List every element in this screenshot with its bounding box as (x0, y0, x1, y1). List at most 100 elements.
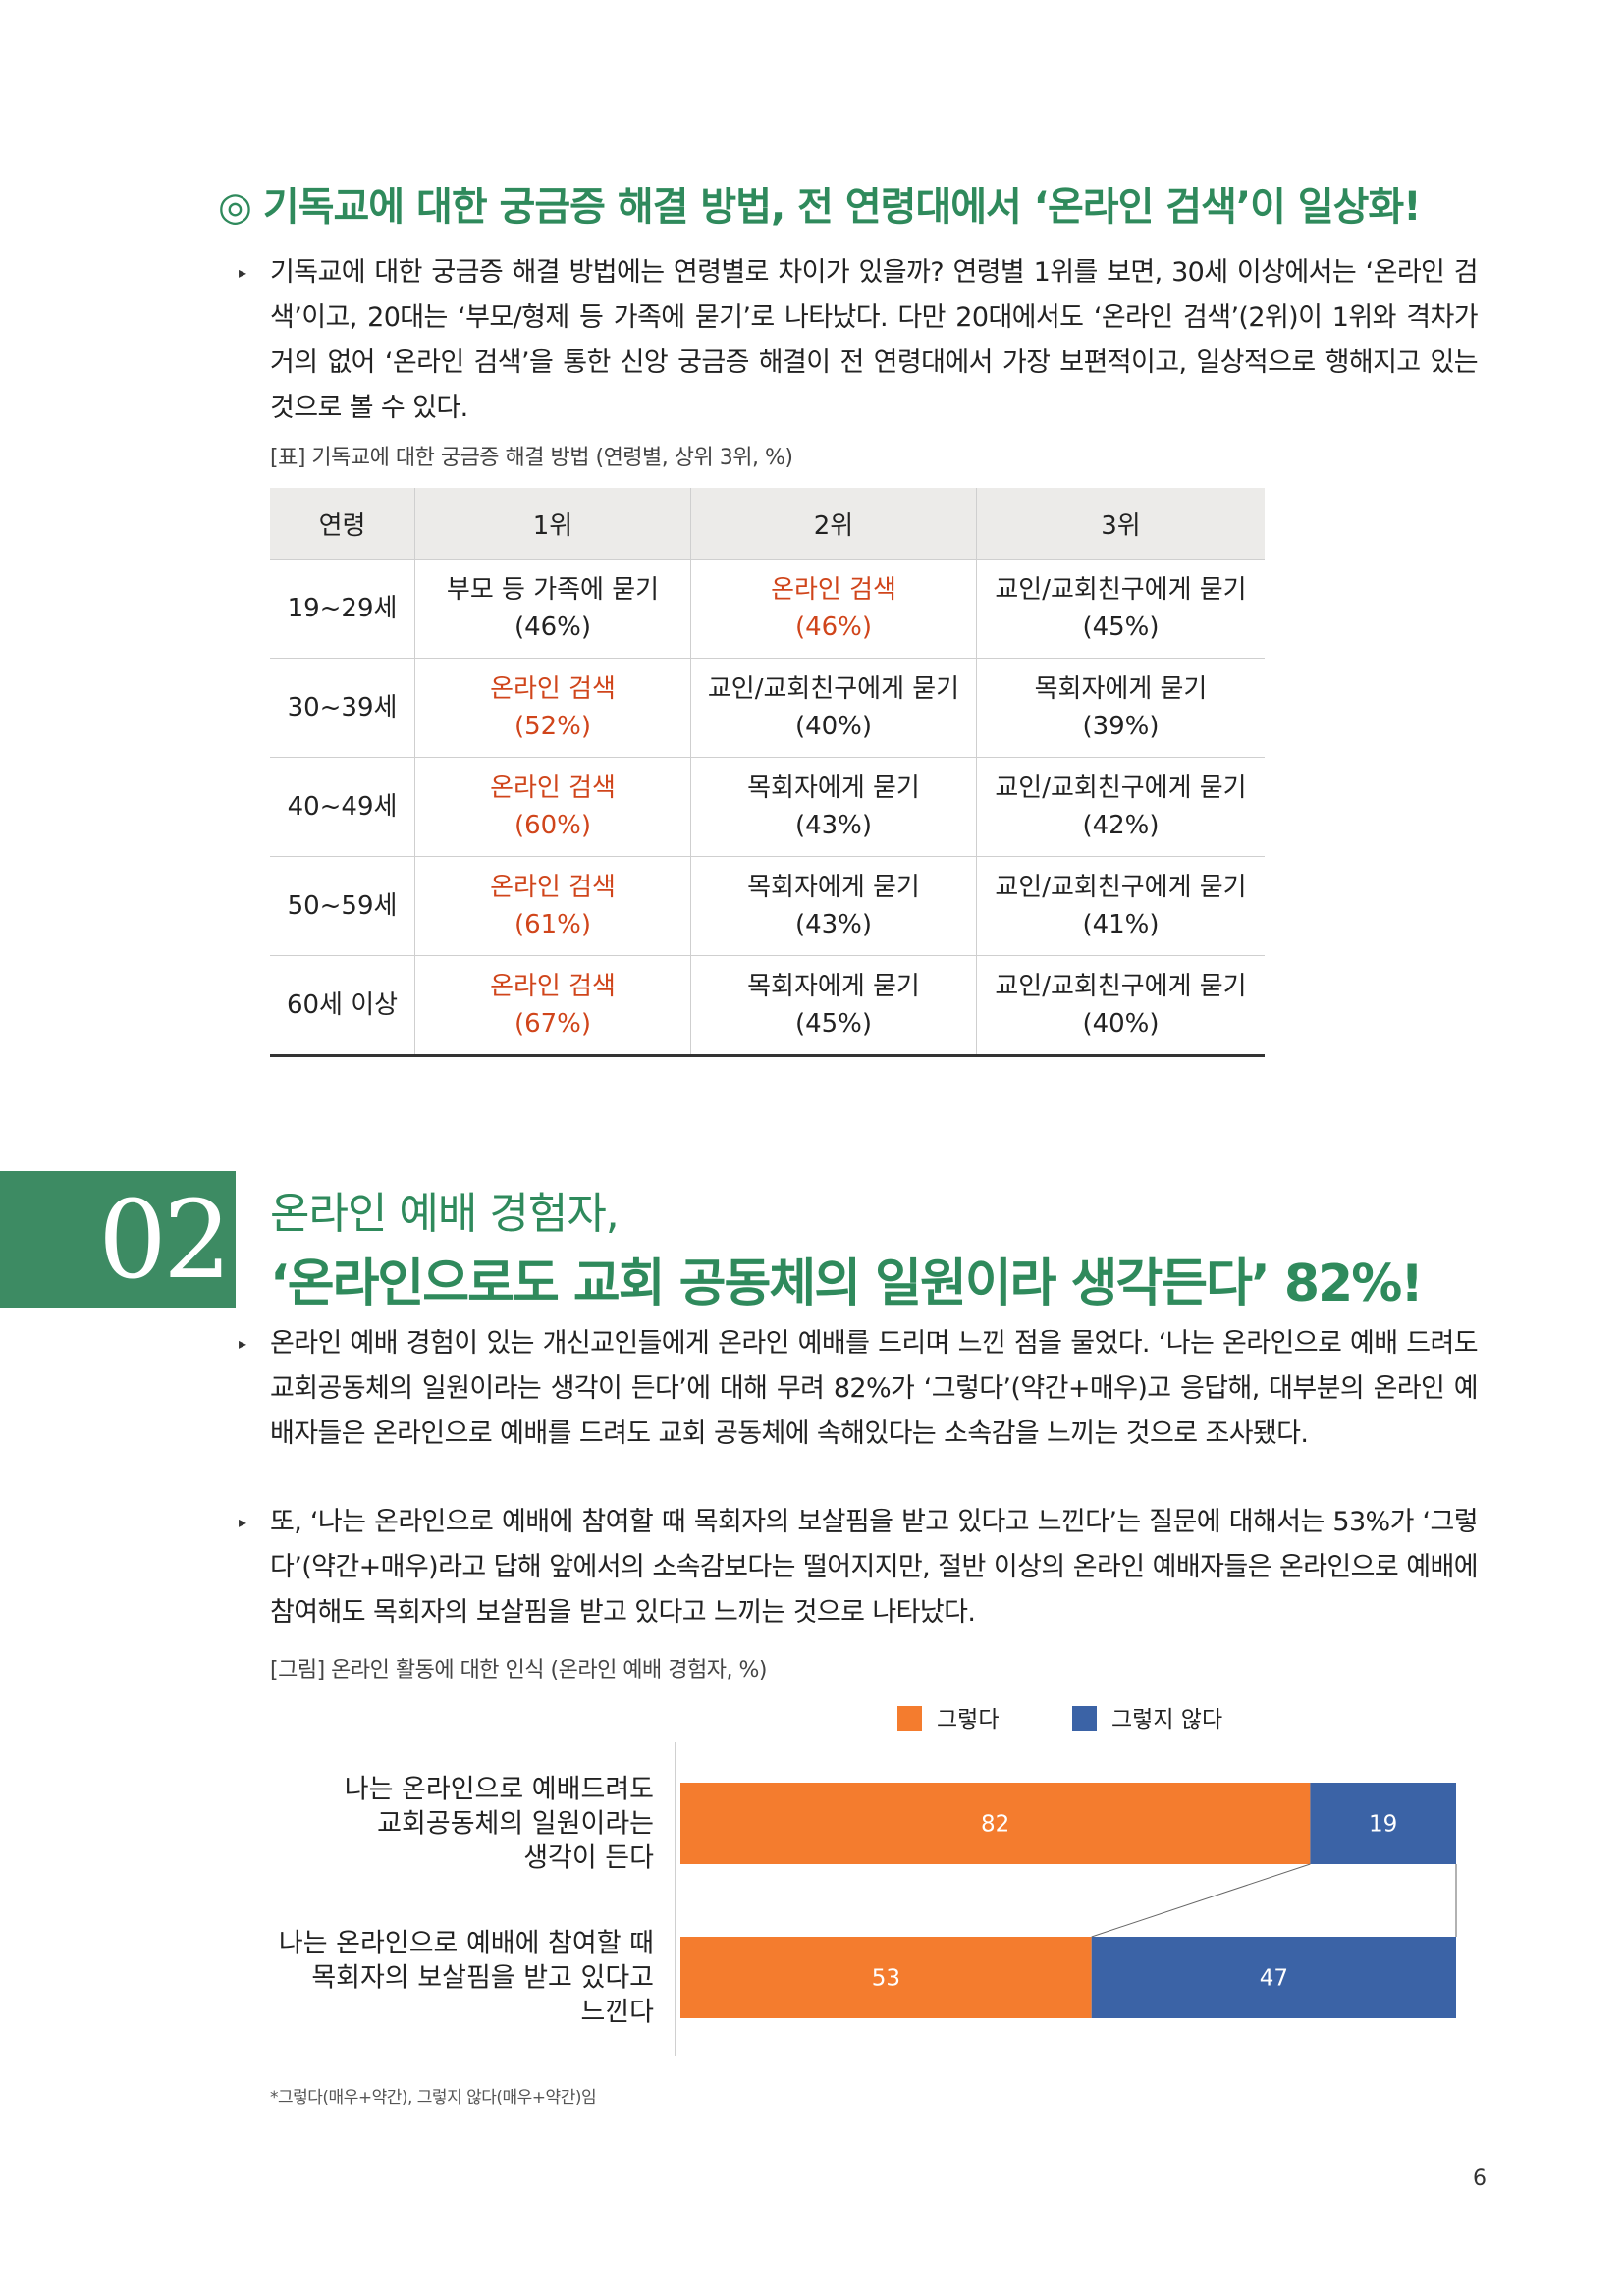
rank-percent: (61%) (514, 910, 592, 939)
rank-percent: (45%) (794, 1009, 873, 1039)
section2-paragraph2-text: 또, ‘나는 온라인으로 예배에 참여할 때 목회자의 보살핌을 받고 있다고 … (270, 1507, 1479, 1628)
rank-percent: (42%) (1082, 811, 1160, 840)
legend-swatch (897, 1706, 922, 1731)
section2-paragraph1-text: 온라인 예배 경험이 있는 개신교인들에게 온라인 예배를 드리며 느낀 점을 … (270, 1328, 1479, 1449)
section1-title-text: 기독교에 대한 궁금증 해결 방법, 전 연령대에서 ‘온라인 검색’이 일상화… (262, 185, 1422, 230)
bullet-icon: ▸ (239, 1513, 246, 1531)
age-cell: 60세 이상 (270, 955, 415, 1057)
rank-percent: (46%) (514, 613, 592, 642)
section2-paragraph2: ▸ 또, ‘나는 온라인으로 예배에 참여할 때 목회자의 보살핌을 받고 있다… (239, 1500, 1479, 1635)
table-row: 50~59세 온라인 검색 (61%) 목회자에게 묻기 (43%) 교인/교회친구에게 … (270, 856, 1265, 956)
bar-segment (680, 1937, 1092, 2018)
rank-percent: (43%) (794, 910, 873, 939)
rank-method: 온라인 검색 (490, 972, 616, 1001)
rank-cell: 교인/교회친구에게 묻기 (40%) (690, 658, 977, 758)
data-label: 53 (872, 1966, 900, 1992)
rank-cell: 온라인 검색 (52%) (414, 658, 691, 758)
category-label: 생각이 든다 (523, 1843, 654, 1874)
rank-cell: 온라인 검색 (67%) (414, 955, 691, 1057)
age-table: 연령 1위 2위 3위 19~29세 부모 등 가족에 묻기 (46%) 온라인 검색… (270, 488, 1265, 1057)
rank-cell: 온라인 검색 (46%) (690, 559, 977, 659)
rank-method: 교인/교회친구에게 묻기 (995, 972, 1247, 1001)
rank-method: 목회자에게 묻기 (1034, 674, 1208, 704)
data-label: 19 (1369, 1812, 1397, 1838)
rank-percent: (60%) (514, 811, 592, 840)
bullet-icon: ▸ (239, 1334, 246, 1353)
rank-cell: 교인/교회친구에게 묻기 (45%) (976, 559, 1265, 659)
category-label: 느낀다 (580, 1998, 654, 2028)
legend-swatch (1072, 1706, 1097, 1731)
section2-title-line1: 온라인 예배 경험자, (270, 1189, 620, 1239)
page-number: 6 (1473, 2166, 1487, 2191)
age-cell: 40~49세 (270, 757, 415, 857)
rank-method: 교인/교회친구에게 묻기 (995, 575, 1247, 605)
table-header-cell: 2위 (690, 488, 977, 560)
rank-percent: (39%) (1082, 712, 1160, 741)
table-row: 40~49세 온라인 검색 (60%) 목회자에게 묻기 (43%) 교인/교회친구에게 … (270, 757, 1265, 857)
connector-line (1091, 1863, 1311, 1938)
category-label: 교회공동체의 일원이라는 (377, 1809, 654, 1840)
rank-method: 교인/교회친구에게 묻기 (995, 774, 1247, 803)
rank-percent: (45%) (1082, 613, 1160, 642)
rank-percent: (52%) (514, 712, 592, 741)
age-cell: 50~59세 (270, 856, 415, 956)
bullet-icon: ▸ (239, 263, 246, 282)
table-header-cell: 3위 (976, 488, 1265, 560)
table-header-cell: 1위 (414, 488, 691, 560)
rank-method: 부모 등 가족에 묻기 (446, 575, 660, 605)
section1-title: ◎ 기독교에 대한 궁금증 해결 방법, 전 연령대에서 ‘온라인 검색’이 일상… (218, 175, 1422, 232)
table-caption: [표] 기독교에 대한 궁금증 해결 방법 (연령별, 상위 3위, %) (270, 446, 793, 470)
section2-paragraph1: ▸ 온라인 예배 경험이 있는 개신교인들에게 온라인 예배를 드리며 느낀 점… (239, 1321, 1479, 1457)
table-header-cell: 연령 (270, 488, 415, 560)
rank-cell: 교인/교회친구에게 묻기 (42%) (976, 757, 1265, 857)
section-number-badge (0, 1171, 236, 1308)
section2-title-line2: ‘온라인으로도 교회 공동체의 일원이라 생각든다’ 82%! (270, 1255, 1424, 1313)
data-label: 82 (981, 1812, 1009, 1838)
rank-percent: (67%) (514, 1009, 592, 1039)
rank-cell: 목회자에게 묻기 (43%) (690, 856, 977, 956)
bar-segment (680, 1783, 1311, 1864)
table-header-row: 연령 1위 2위 3위 (270, 488, 1265, 560)
rank-method: 온라인 검색 (490, 873, 616, 902)
rank-method: 온라인 검색 (490, 674, 616, 704)
bar-segment (1091, 1937, 1456, 2018)
data-label: 47 (1260, 1966, 1288, 1992)
bar-segment (1310, 1783, 1456, 1864)
rank-percent: (41%) (1082, 910, 1160, 939)
rank-cell: 목회자에게 묻기 (43%) (690, 757, 977, 857)
footnote: *그렇다(매우+약간), 그렇지 않다(매우+약간)임 (270, 2088, 597, 2108)
rank-cell: 온라인 검색 (60%) (414, 757, 691, 857)
table-row: 30~39세 온라인 검색 (52%) 교인/교회친구에게 묻기 (40%) 목회자에게 … (270, 658, 1265, 758)
chart-caption: [그림] 온라인 활동에 대한 인식 (온라인 예배 경험자, %) (270, 1658, 767, 1682)
age-cell: 19~29세 (270, 559, 415, 659)
rank-percent: (46%) (794, 613, 873, 642)
category-label: 나는 온라인으로 예배드려도 (345, 1775, 654, 1805)
rank-method: 교인/교회친구에게 묻기 (995, 873, 1247, 902)
double-circle-icon: ◎ (218, 185, 252, 230)
rank-method: 교인/교회친구에게 묻기 (707, 674, 960, 704)
rank-method: 목회자에게 묻기 (747, 774, 920, 803)
rank-cell: 온라인 검색 (61%) (414, 856, 691, 956)
rank-percent: (43%) (794, 811, 873, 840)
rank-method: 온라인 검색 (490, 774, 616, 803)
rank-method: 온라인 검색 (771, 575, 896, 605)
category-label: 목회자의 보살핌을 받고 있다고 (311, 1963, 654, 1994)
rank-percent: (40%) (794, 712, 873, 741)
section1-paragraph-text: 기독교에 대한 궁금증 해결 방법에는 연령별로 차이가 있을까? 연령별 1위… (270, 257, 1479, 423)
legend-label: 그렇다 (937, 1707, 999, 1733)
rank-cell: 목회자에게 묻기 (45%) (690, 955, 977, 1057)
rank-cell: 교인/교회친구에게 묻기 (40%) (976, 955, 1265, 1057)
rank-cell: 목회자에게 묻기 (39%) (976, 658, 1265, 758)
rank-cell: 교인/교회친구에게 묻기 (41%) (976, 856, 1265, 956)
rank-cell: 부모 등 가족에 묻기 (46%) (414, 559, 691, 659)
legend-label: 그렇지 않다 (1111, 1707, 1222, 1733)
table-row: 60세 이상 온라인 검색 (67%) 목회자에게 묻기 (45%) 교인/교회친구에게 … (270, 955, 1265, 1057)
table-row: 19~29세 부모 등 가족에 묻기 (46%) 온라인 검색 (46%) 교인/교회친구… (270, 559, 1265, 659)
rank-method: 목회자에게 묻기 (747, 972, 920, 1001)
rank-percent: (40%) (1082, 1009, 1160, 1039)
rank-method: 목회자에게 묻기 (747, 873, 920, 902)
section1-paragraph: ▸ 기독교에 대한 궁금증 해결 방법에는 연령별로 차이가 있을까? 연령별 … (239, 250, 1479, 431)
section-number: 02 (98, 1177, 232, 1303)
category-label: 나는 온라인으로 예배에 참여할 때 (279, 1929, 654, 1959)
age-cell: 30~39세 (270, 658, 415, 758)
